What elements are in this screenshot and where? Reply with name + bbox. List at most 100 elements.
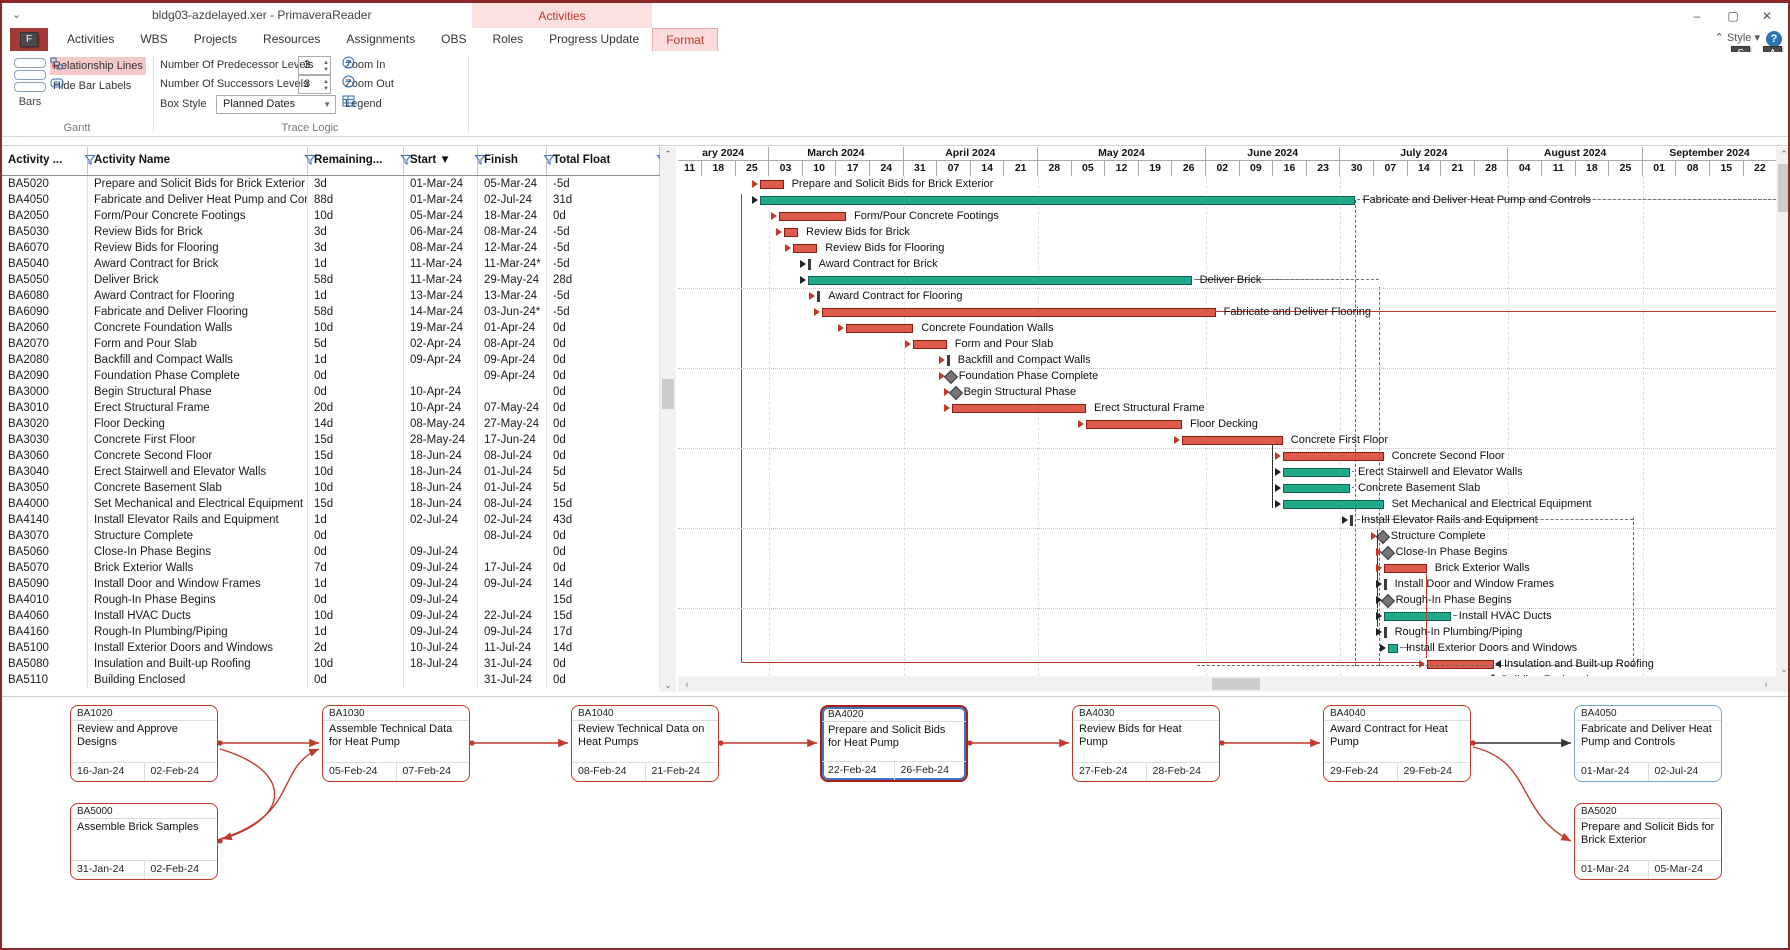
table-scrollbar-thumb[interactable] bbox=[662, 379, 674, 409]
bar-BA6070[interactable] bbox=[793, 243, 818, 253]
bar-BA5070[interactable] bbox=[1383, 563, 1427, 573]
bar-BA2060[interactable] bbox=[846, 323, 914, 333]
tab-resources[interactable]: Resources bbox=[263, 32, 321, 46]
bar-BA6090[interactable] bbox=[822, 307, 1216, 317]
bar-BA5090[interactable] bbox=[1383, 578, 1387, 590]
trace-box-BA4040[interactable]: BA4040 Award Contract for Heat Pump 29-Feb… bbox=[1323, 705, 1471, 782]
bars-icon[interactable] bbox=[14, 58, 46, 94]
table-row[interactable]: BA3050 Concrete Basement Slab 10d 18-Jun-24… bbox=[2, 480, 660, 496]
milestone-BA4010[interactable] bbox=[1380, 593, 1395, 608]
zoom-in-button[interactable]: Zoom In bbox=[342, 56, 388, 74]
gantt-vertical-scrollbar[interactable] bbox=[1776, 147, 1788, 676]
trace-box-BA4030[interactable]: BA4030 Review Bids for Heat Pump 27-Feb-24… bbox=[1072, 705, 1220, 782]
bar-BA5050[interactable] bbox=[807, 275, 1192, 285]
maximize-button[interactable]: ▢ bbox=[1727, 9, 1739, 23]
table-row[interactable]: BA4160 Rough-In Plumbing/Piping 1d 09-Jul-2… bbox=[2, 624, 660, 640]
trace-box-BA1020[interactable]: BA1020 Review and Approve Designs 16-Jan-2… bbox=[70, 705, 218, 782]
tab-progress-update[interactable]: Progress Update bbox=[549, 32, 640, 46]
tab-roles[interactable]: Roles bbox=[492, 32, 524, 46]
bars-caption[interactable]: Bars bbox=[18, 96, 42, 108]
trace-box-BA4050[interactable]: BA4050 Fabricate and Deliver Heat Pump an… bbox=[1574, 705, 1722, 782]
bar-BA5020[interactable] bbox=[759, 179, 784, 189]
box-style-dropdown[interactable]: Planned Dates ▼ bbox=[216, 95, 336, 114]
table-row[interactable]: BA2050 Form/Pour Concrete Footings 10d 05-M… bbox=[2, 208, 660, 224]
minimize-button[interactable]: – bbox=[1693, 9, 1701, 23]
column-header-activity-name[interactable]: Activity Name bbox=[88, 147, 316, 175]
table-row[interactable]: BA5110 Building Enclosed 0d 31-Jul-24 0d bbox=[2, 672, 660, 688]
table-row[interactable]: BA4060 Install HVAC Ducts 10d 09-Jul-24 22-J… bbox=[2, 608, 660, 624]
bar-BA3060[interactable] bbox=[1282, 451, 1384, 461]
table-row[interactable]: BA6080 Award Contract for Flooring 1d 13-Ma… bbox=[2, 288, 660, 304]
gantt-hscrollbar-thumb[interactable] bbox=[1212, 678, 1260, 690]
table-row[interactable]: BA5080 Insulation and Built-up Roofing 10d… bbox=[2, 656, 660, 672]
scroll-up-icon[interactable]: ⌃ bbox=[660, 147, 676, 161]
scroll-down-icon[interactable]: ⌄ bbox=[1776, 662, 1788, 676]
table-row[interactable]: BA5040 Award Contract for Brick 1d 11-Mar-2… bbox=[2, 256, 660, 272]
table-row[interactable]: BA3020 Floor Decking 14d 08-May-24 27-May-24… bbox=[2, 416, 660, 432]
successor-levels-spinner[interactable]: 3 ▲ ▼ bbox=[298, 75, 331, 94]
tab-obs[interactable]: OBS bbox=[441, 32, 467, 46]
bar-BA2080[interactable] bbox=[946, 354, 950, 366]
tab-activities[interactable]: Activities bbox=[67, 32, 115, 46]
table-row[interactable]: BA5090 Install Door and Window Frames 1d 09… bbox=[2, 576, 660, 592]
table-row[interactable]: BA5050 Deliver Brick 58d 11-Mar-24 29-May-24… bbox=[2, 272, 660, 288]
table-row[interactable]: BA3060 Concrete Second Floor 15d 18-Jun-24 0… bbox=[2, 448, 660, 464]
column-header-activity-[interactable]: Activity ... bbox=[2, 147, 96, 175]
bar-BA5030[interactable] bbox=[783, 227, 798, 237]
trace-box-BA4020[interactable]: BA4020 Prepare and Solicit Bids for Heat … bbox=[820, 705, 968, 782]
bar-BA4000[interactable] bbox=[1282, 499, 1384, 509]
table-row[interactable]: BA4140 Install Elevator Rails and Equipme… bbox=[2, 512, 660, 528]
zoom-out-button[interactable]: Zoom Out bbox=[342, 75, 397, 93]
table-row[interactable]: BA5100 Install Exterior Doors and Windows… bbox=[2, 640, 660, 656]
predecessor-levels-spinner[interactable]: 3 ▲ ▼ bbox=[298, 56, 331, 75]
relationship-lines-button[interactable]: Relationship Lines bbox=[50, 57, 146, 75]
bar-BA5100[interactable] bbox=[1388, 643, 1398, 653]
legend-button[interactable]: Legend bbox=[342, 95, 385, 113]
table-row[interactable]: BA3070 Structure Complete 0d 08-Jul-24 0d bbox=[2, 528, 660, 544]
table-row[interactable]: BA2080 Backfill and Compact Walls 1d 09-Apr… bbox=[2, 352, 660, 368]
column-header-remaining-[interactable]: Remaining... bbox=[308, 147, 412, 175]
table-row[interactable]: BA5070 Brick Exterior Walls 7d 09-Jul-24 17-… bbox=[2, 560, 660, 576]
bar-BA5080[interactable] bbox=[1426, 659, 1494, 669]
bar-BA3040[interactable] bbox=[1282, 467, 1350, 477]
bar-BA3010[interactable] bbox=[951, 403, 1086, 413]
scroll-left-icon[interactable]: ‹ bbox=[680, 676, 694, 692]
table-row[interactable]: BA4010 Rough-In Phase Begins 0d 09-Jul-24 15… bbox=[2, 592, 660, 608]
milestone-BA3000[interactable] bbox=[948, 385, 963, 400]
bar-BA4160[interactable] bbox=[1383, 626, 1387, 638]
trace-box-BA5020[interactable]: BA5020 Prepare and Solicit Bids for Brick… bbox=[1574, 803, 1722, 880]
table-vertical-scrollbar[interactable] bbox=[660, 147, 676, 692]
file-button[interactable]: F bbox=[10, 28, 48, 51]
table-row[interactable]: BA5030 Review Bids for Brick 3d 06-Mar-24 08… bbox=[2, 224, 660, 240]
column-header-total-float[interactable]: Total Float bbox=[547, 147, 668, 175]
scroll-right-icon[interactable]: › bbox=[1759, 676, 1773, 692]
bar-BA3050[interactable] bbox=[1282, 483, 1350, 493]
bar-BA3020[interactable] bbox=[1086, 419, 1182, 429]
trace-box-BA5000[interactable]: BA5000 Assemble Brick Samples 31-Jan-24 02-… bbox=[70, 803, 218, 880]
tab-projects[interactable]: Projects bbox=[193, 32, 238, 46]
bar-BA2050[interactable] bbox=[778, 211, 846, 221]
tab-assignments[interactable]: Assignments bbox=[346, 32, 416, 46]
style-control[interactable]: ⌃ Style ▾ bbox=[1714, 32, 1760, 44]
table-row[interactable]: BA2090 Foundation Phase Complete 0d 09-Apr-… bbox=[2, 368, 660, 384]
tab-wbs[interactable]: WBS bbox=[140, 32, 168, 46]
gantt-scrollbar-thumb[interactable] bbox=[1778, 164, 1788, 212]
table-row[interactable]: BA3030 Concrete First Floor 15d 28-May-24 17… bbox=[2, 432, 660, 448]
column-header-finish[interactable]: Finish bbox=[478, 147, 555, 175]
hide-bar-labels-button[interactable]: Hide Bar Labels bbox=[50, 77, 134, 95]
table-row[interactable]: BA3000 Begin Structural Phase 0d 10-Apr-24 0… bbox=[2, 384, 660, 400]
table-row[interactable]: BA2070 Form and Pour Slab 5d 02-Apr-24 08-Ap… bbox=[2, 336, 660, 352]
table-row[interactable]: BA6070 Review Bids for Flooring 3d 08-Mar-2… bbox=[2, 240, 660, 256]
bar-BA5040[interactable] bbox=[807, 258, 811, 270]
gantt-chart[interactable]: Prepare and Solicit Bids for Brick Exter… bbox=[678, 176, 1776, 676]
bar-BA4050[interactable] bbox=[759, 195, 1355, 205]
close-button[interactable]: ✕ bbox=[1761, 9, 1773, 23]
scroll-down-icon[interactable]: ⌄ bbox=[660, 678, 676, 692]
table-row[interactable]: BA4000 Set Mechanical and Electrical Equi… bbox=[2, 496, 660, 512]
table-row[interactable]: BA5020 Prepare and Solicit Bids for Brick… bbox=[2, 176, 660, 192]
bar-BA4060[interactable] bbox=[1383, 611, 1451, 621]
milestone-BA5060[interactable] bbox=[1380, 545, 1395, 560]
bar-BA4140[interactable] bbox=[1350, 514, 1353, 526]
help-icon[interactable]: ? bbox=[1766, 31, 1782, 47]
scroll-up-icon[interactable]: ⌃ bbox=[1776, 147, 1788, 161]
